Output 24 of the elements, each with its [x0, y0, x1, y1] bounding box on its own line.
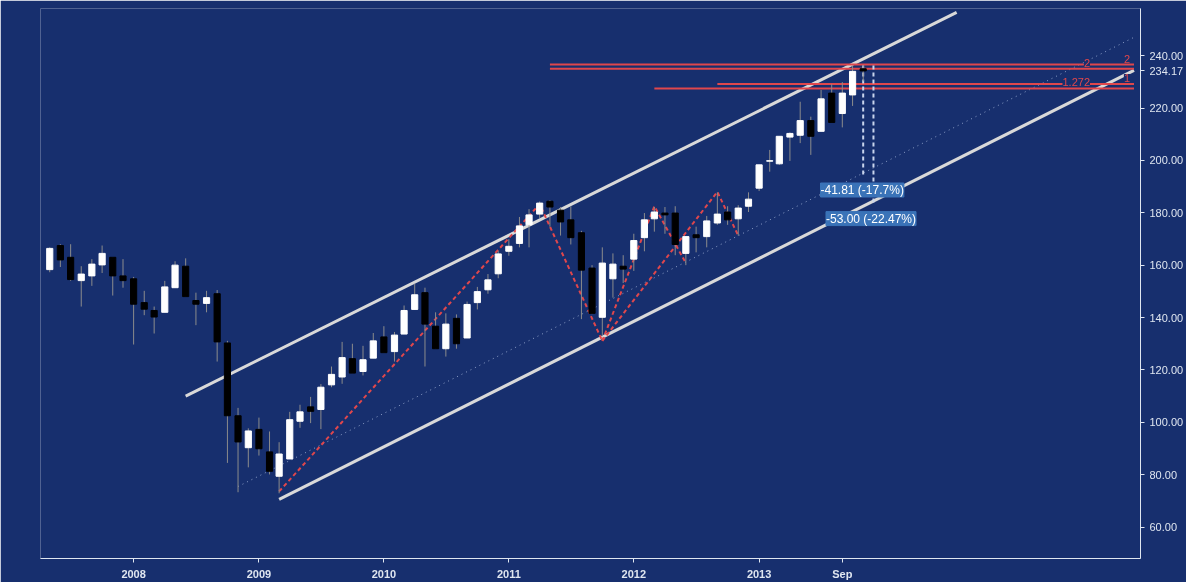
y-tick-label: 80.00: [1149, 468, 1178, 481]
series-label: 2: [1123, 52, 1130, 65]
y-tick-label: 60.00: [1149, 521, 1178, 534]
series-label: 1: [1123, 71, 1130, 84]
y-tick-label: 234.17: [1149, 64, 1184, 77]
annotation: -41.81 (-17.7%): [820, 183, 904, 197]
y-tick-label: 160.00: [1149, 259, 1184, 272]
series-label: 1.272: [1062, 76, 1090, 89]
x-tick-label: 2010: [371, 567, 397, 580]
series-label: 2: [1083, 56, 1090, 69]
y-tick-label: 100.00: [1149, 416, 1184, 429]
annotation: -53.00 (-22.47%): [825, 211, 917, 226]
x-tick-label: Sep: [832, 567, 853, 580]
x-tick-label: 2011: [496, 567, 521, 580]
y-tick-label: 220.00: [1149, 102, 1184, 115]
x-tick-label: 2013: [746, 567, 772, 580]
x-tick-label: 2008: [121, 567, 146, 580]
y-tick-label: 240.00: [1149, 49, 1184, 62]
x-tick-label: 2012: [621, 567, 647, 580]
y-tick-label: 120.00: [1149, 363, 1184, 376]
y-tick-label: 200.00: [1149, 154, 1184, 167]
x-tick-label: 2009: [246, 567, 272, 580]
y-tick-label: 180.00: [1149, 206, 1184, 219]
y-tick-label: 140.00: [1149, 311, 1184, 324]
